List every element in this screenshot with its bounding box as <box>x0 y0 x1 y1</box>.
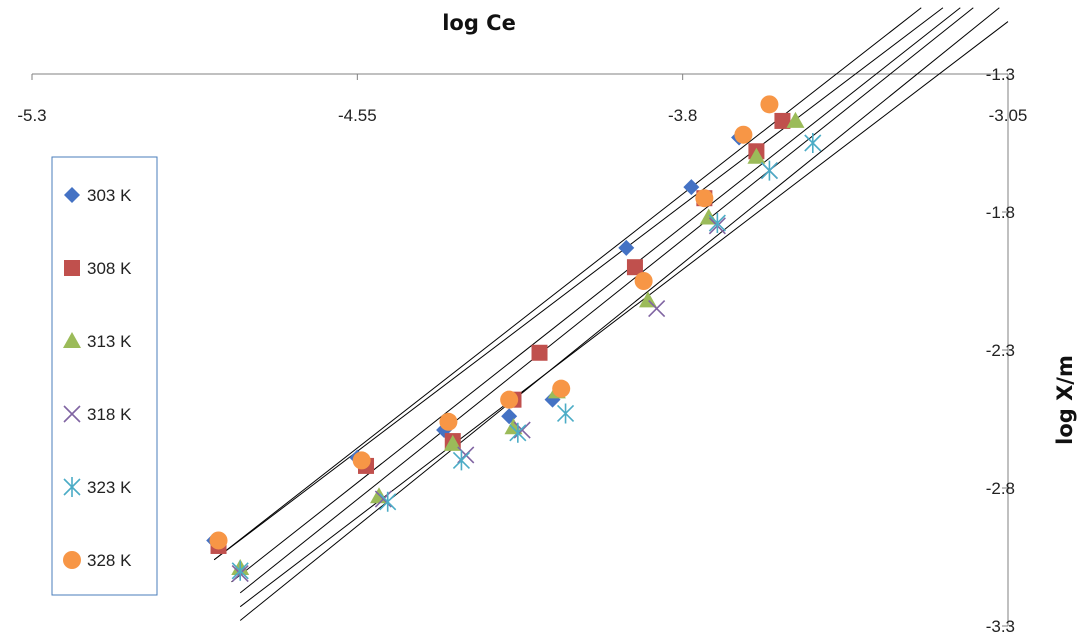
data-point <box>626 259 643 276</box>
y-tick-label: -3.3 <box>986 617 1015 636</box>
x-tick-label: -4.55 <box>338 106 377 125</box>
trend-line <box>213 7 922 561</box>
legend-label: 323 K <box>87 478 132 497</box>
y-axis-title: log X/m <box>1053 355 1077 445</box>
data-point <box>452 450 471 471</box>
x-tick-label: -5.3 <box>17 106 46 125</box>
data-point <box>760 95 779 114</box>
data-point <box>804 133 822 153</box>
y-tick-label: -2.8 <box>986 479 1015 498</box>
data-point <box>618 239 635 256</box>
data-point <box>509 422 527 443</box>
trend-line <box>239 7 974 594</box>
data-point <box>552 379 571 398</box>
axes: -5.3 -4.55 -3.8 -3.05-1.3-1.8-2.3-2.8-3.3 <box>17 65 1027 636</box>
data-point <box>648 300 666 318</box>
data-point <box>683 179 700 196</box>
x-axis-title: log Ce <box>442 11 516 35</box>
data-point <box>352 451 371 470</box>
data-point <box>443 434 462 451</box>
legend-marker <box>64 260 80 276</box>
data-markers <box>206 95 822 583</box>
y-tick-label: -1.8 <box>986 203 1015 222</box>
trend-line <box>239 7 1000 621</box>
legend-label: 308 K <box>87 259 132 278</box>
legend-marker <box>64 187 80 203</box>
y-tick-label: -1.3 <box>986 65 1015 84</box>
data-point <box>774 112 791 129</box>
x-tick-label: -3.8 <box>668 106 697 125</box>
data-point <box>695 189 714 208</box>
data-point <box>786 111 805 128</box>
data-point <box>500 390 519 409</box>
data-point <box>513 421 531 439</box>
legend-label: 318 K <box>87 405 132 424</box>
legend-marker <box>63 332 81 348</box>
data-point <box>708 213 726 234</box>
data-point <box>209 531 228 550</box>
data-point <box>556 403 575 424</box>
legend-label: 313 K <box>87 332 132 351</box>
data-point <box>457 446 475 464</box>
legend-label: 303 K <box>87 186 132 205</box>
trend-line <box>231 7 961 583</box>
data-point <box>760 160 778 181</box>
data-point <box>379 491 397 512</box>
data-point <box>231 560 249 581</box>
legend: 303 K 308 K 313 K 318 K 323 K 328 K <box>51 156 158 596</box>
data-point <box>439 412 458 431</box>
data-point <box>531 344 548 361</box>
data-point <box>747 147 766 164</box>
y-tick-label: -2.3 <box>986 341 1015 360</box>
legend-marker <box>63 477 81 497</box>
legend-label: 328 K <box>87 551 132 570</box>
data-point <box>501 408 518 425</box>
data-point <box>374 490 392 508</box>
legend-marker <box>63 405 81 423</box>
legend-marker <box>63 551 81 569</box>
data-point <box>634 272 653 290</box>
legend-frame <box>51 156 158 596</box>
trend-line <box>239 21 1009 608</box>
data-point <box>734 125 753 144</box>
trend-line <box>213 7 944 561</box>
data-point <box>638 291 657 308</box>
fit-lines <box>213 7 1009 621</box>
